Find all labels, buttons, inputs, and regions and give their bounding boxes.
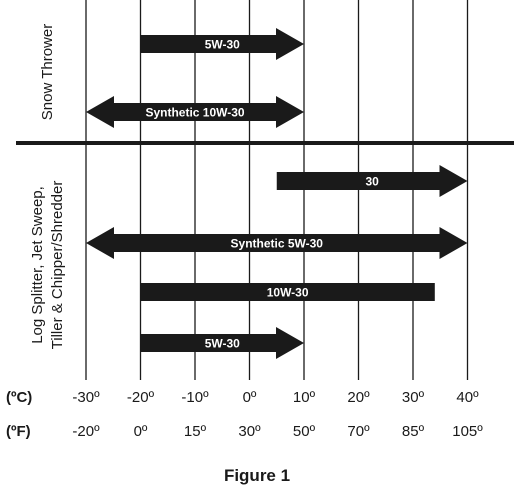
oil-bar-label: 30 xyxy=(365,175,379,189)
log-splitter-label-line2: Tiller & Chipper/Shredder xyxy=(49,181,66,350)
temperature-ticks: -30º -20º -10º 0º 10º 20º 30º 40º -20º 0º 15º 30º 50… xyxy=(72,389,483,440)
oil-bar-label: Synthetic 5W-30 xyxy=(231,237,324,251)
oil-bar-30 xyxy=(276,165,468,197)
fahrenheit-tick: 0º xyxy=(134,423,148,440)
fahrenheit-tick: 85º xyxy=(402,423,425,440)
oil-bar-10w-30 xyxy=(140,283,435,301)
fahrenheit-tick: 105º xyxy=(452,423,483,440)
oil-bar-label: 10W-30 xyxy=(267,286,309,300)
oil-bar-5w-30 xyxy=(140,28,304,60)
fahrenheit-unit-label: (ºF) xyxy=(6,423,31,440)
celsius-tick: 30º xyxy=(402,389,425,406)
oil-bar-label: 5W-30 xyxy=(205,337,240,351)
log-splitter-label-line1: Log Splitter, Jet Sweep, xyxy=(29,186,46,344)
oil-bars: 5W-30 Synthetic 10W-30 30 Synthetic 5W-30 10… xyxy=(86,28,468,359)
fahrenheit-tick: 15º xyxy=(184,423,207,440)
oil-bar-5w-30 xyxy=(140,327,304,359)
oil-bar-synthetic-5w-30 xyxy=(86,227,468,259)
celsius-tick: -10º xyxy=(181,389,209,406)
snow-thrower-label: Snow Thrower xyxy=(39,24,56,120)
celsius-tick: -20º xyxy=(127,389,155,406)
figure-caption: Figure 1 xyxy=(223,466,291,485)
fahrenheit-tick: 50º xyxy=(293,423,316,440)
celsius-tick: -30º xyxy=(72,389,100,406)
celsius-unit-label: (ºC) xyxy=(6,389,32,406)
fahrenheit-tick: -20º xyxy=(72,423,100,440)
celsius-tick: 10º xyxy=(293,389,316,406)
celsius-tick: 20º xyxy=(347,389,370,406)
oil-bar-label: 5W-30 xyxy=(205,38,240,52)
fahrenheit-tick: 70º xyxy=(347,423,370,440)
fahrenheit-tick: 30º xyxy=(238,423,261,440)
celsius-tick: 0º xyxy=(243,389,257,406)
celsius-tick: 40º xyxy=(456,389,479,406)
oil-bar-label: Synthetic 10W-30 xyxy=(145,106,244,120)
oil-temperature-chart: Snow Thrower Log Splitter, Jet Sweep, Ti… xyxy=(6,0,514,440)
oil-bar-synthetic-10w-30 xyxy=(86,96,304,128)
